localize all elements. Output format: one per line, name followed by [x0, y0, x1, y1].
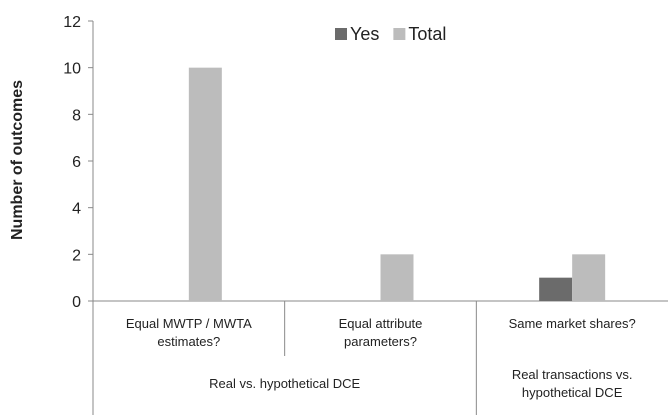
y-tick-label: 10 — [63, 61, 81, 78]
legend-swatch — [335, 28, 347, 40]
x-tick-label: Equal attribute parameters? — [338, 316, 423, 349]
group-label: Real vs. hypothetical DCE — [209, 376, 361, 391]
group-label: Real transactions vs. hypothetical DCE — [511, 367, 633, 400]
x-tick-label: Same market shares? — [508, 316, 636, 331]
y-tick-label: 12 — [63, 14, 81, 31]
y-tick-label: 4 — [72, 201, 81, 218]
x-tick-label: Equal MWTP / MWTA estimates? — [125, 316, 252, 349]
y-tick-label: 0 — [72, 294, 81, 311]
bar — [539, 277, 573, 301]
y-tick-label: 6 — [72, 154, 81, 171]
y-axis-title: Number of outcomes — [9, 80, 26, 240]
bar — [572, 254, 606, 301]
legend-swatch — [393, 28, 406, 40]
y-tick-label: 2 — [72, 247, 81, 264]
legend-label: Yes — [350, 24, 379, 44]
legend-label: Total — [408, 24, 446, 44]
bar — [380, 254, 414, 301]
y-tick-label: 8 — [72, 107, 81, 124]
bar — [188, 67, 222, 302]
